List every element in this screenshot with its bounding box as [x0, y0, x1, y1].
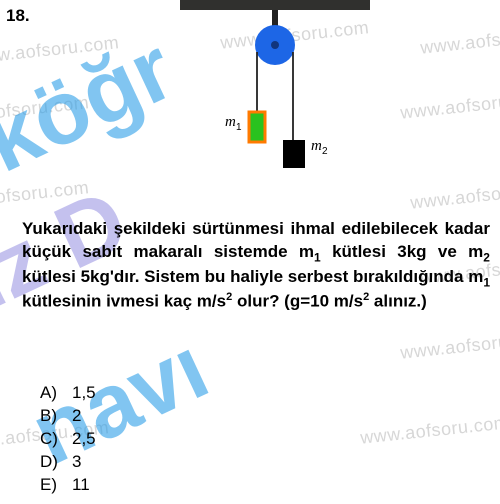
- svg-text:2: 2: [322, 146, 328, 157]
- option-letter: A): [40, 383, 72, 403]
- svg-text:m: m: [225, 114, 236, 130]
- watermark-text: www.aofsoru.com: [359, 412, 500, 449]
- option-row[interactable]: E)11: [40, 475, 96, 495]
- option-value: 2: [72, 406, 81, 425]
- watermark-text: www.aofsoru.com: [0, 177, 90, 214]
- option-letter: C): [40, 429, 72, 449]
- option-row[interactable]: A)1,5: [40, 383, 96, 403]
- watermark-text: www.aofsoru.com: [0, 92, 90, 129]
- question-stem: Yukarıdaki şekildeki sürtünmesi ihmal ed…: [22, 218, 490, 314]
- option-value: 11: [72, 475, 90, 494]
- option-value: 3: [72, 452, 81, 471]
- option-letter: D): [40, 452, 72, 472]
- svg-text:m: m: [311, 138, 322, 154]
- option-row[interactable]: B)2: [40, 406, 96, 426]
- stem-text: kütlesi 5kg'dır. Sistem bu haliyle serbe…: [22, 267, 483, 286]
- option-row[interactable]: C)2,5: [40, 429, 96, 449]
- stem-text: olur? (g=10 m/s: [232, 292, 363, 311]
- watermark-text: www.aofsoru.com: [399, 327, 500, 364]
- option-value: 1,5: [72, 383, 96, 402]
- watermark-text: www.aofsoru.com: [399, 87, 500, 124]
- stem-text: kütlesinin ivmesi kaç m/s: [22, 292, 226, 311]
- stem-text: alınız.): [369, 292, 427, 311]
- watermark-text: www.aofsoru.com: [0, 32, 120, 69]
- option-value: 2,5: [72, 429, 96, 448]
- watermark-text: www.aofsoru.com: [409, 177, 500, 214]
- option-letter: E): [40, 475, 72, 495]
- stem-text: kütlesi 3kg ve m: [321, 242, 484, 261]
- svg-text:1: 1: [236, 122, 242, 133]
- watermark-text: www.aofsoru.com: [419, 22, 500, 59]
- question-number: 18.: [6, 6, 30, 26]
- stem-sub: 2: [483, 250, 490, 264]
- option-row[interactable]: D)3: [40, 452, 96, 472]
- answer-options: A)1,5B)2C)2,5D)3E)11: [40, 380, 96, 498]
- stem-sub: 1: [483, 275, 490, 289]
- stem-sub: 1: [314, 250, 321, 264]
- option-letter: B): [40, 406, 72, 426]
- pulley-diagram: m1m2: [150, 0, 370, 195]
